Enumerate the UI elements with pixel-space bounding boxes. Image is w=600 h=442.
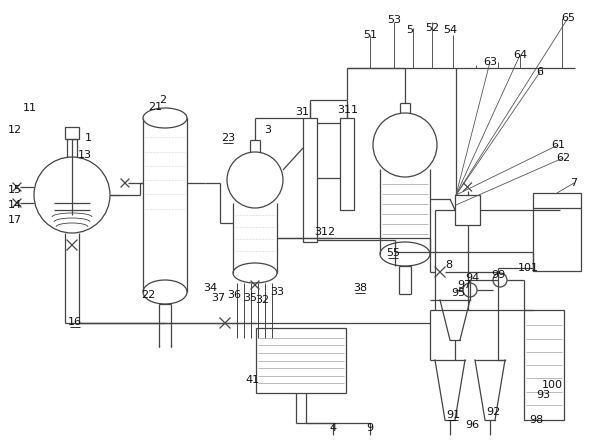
Bar <box>303 118 317 242</box>
Bar <box>533 193 581 271</box>
Text: 4: 4 <box>329 423 337 433</box>
Text: 32: 32 <box>255 295 269 305</box>
Text: 9: 9 <box>367 423 374 433</box>
Bar <box>65 127 79 139</box>
Text: 61: 61 <box>551 140 565 150</box>
Text: 8: 8 <box>445 260 452 270</box>
Text: 16: 16 <box>68 317 82 327</box>
Text: 94: 94 <box>465 273 479 283</box>
Text: 36: 36 <box>227 290 241 300</box>
Text: 38: 38 <box>353 283 367 293</box>
Text: 34: 34 <box>203 283 217 293</box>
Text: 65: 65 <box>561 13 575 23</box>
Text: 17: 17 <box>8 215 22 225</box>
Text: 35: 35 <box>243 293 257 303</box>
Text: 92: 92 <box>486 407 500 417</box>
Text: 1: 1 <box>85 133 91 143</box>
Text: 5: 5 <box>407 25 413 35</box>
Text: 63: 63 <box>483 57 497 67</box>
Text: 54: 54 <box>443 25 457 35</box>
Text: 101: 101 <box>517 263 539 273</box>
Text: 41: 41 <box>245 375 259 385</box>
Text: 93: 93 <box>536 390 550 400</box>
Text: 13: 13 <box>78 150 92 160</box>
Text: 14: 14 <box>8 200 22 210</box>
Text: 3: 3 <box>265 125 271 135</box>
Text: 96: 96 <box>465 420 479 430</box>
Text: 62: 62 <box>556 153 570 163</box>
Text: 53: 53 <box>387 15 401 25</box>
Bar <box>524 310 564 420</box>
Text: 312: 312 <box>314 227 335 237</box>
Text: 97: 97 <box>457 280 471 290</box>
Text: 31: 31 <box>295 107 309 117</box>
Bar <box>455 195 480 225</box>
Text: 99: 99 <box>491 270 505 280</box>
Text: 100: 100 <box>542 380 563 390</box>
Text: 33: 33 <box>270 287 284 297</box>
Text: 37: 37 <box>211 293 225 303</box>
Text: 15: 15 <box>8 185 22 195</box>
Text: 64: 64 <box>513 50 527 60</box>
Text: 91: 91 <box>446 410 460 420</box>
Text: 6: 6 <box>536 67 544 77</box>
Text: 311: 311 <box>337 105 359 115</box>
Text: 7: 7 <box>571 178 578 188</box>
Text: 52: 52 <box>425 23 439 33</box>
Text: 98: 98 <box>529 415 543 425</box>
Text: 22: 22 <box>141 290 155 300</box>
Text: 51: 51 <box>363 30 377 40</box>
Bar <box>256 328 346 393</box>
Text: 21: 21 <box>148 102 162 112</box>
Text: 2: 2 <box>160 95 167 105</box>
Text: 11: 11 <box>23 103 37 113</box>
Text: 95: 95 <box>451 288 465 298</box>
Text: 12: 12 <box>8 125 22 135</box>
Text: 23: 23 <box>221 133 235 143</box>
Bar <box>340 118 354 210</box>
Text: 55: 55 <box>386 248 400 258</box>
